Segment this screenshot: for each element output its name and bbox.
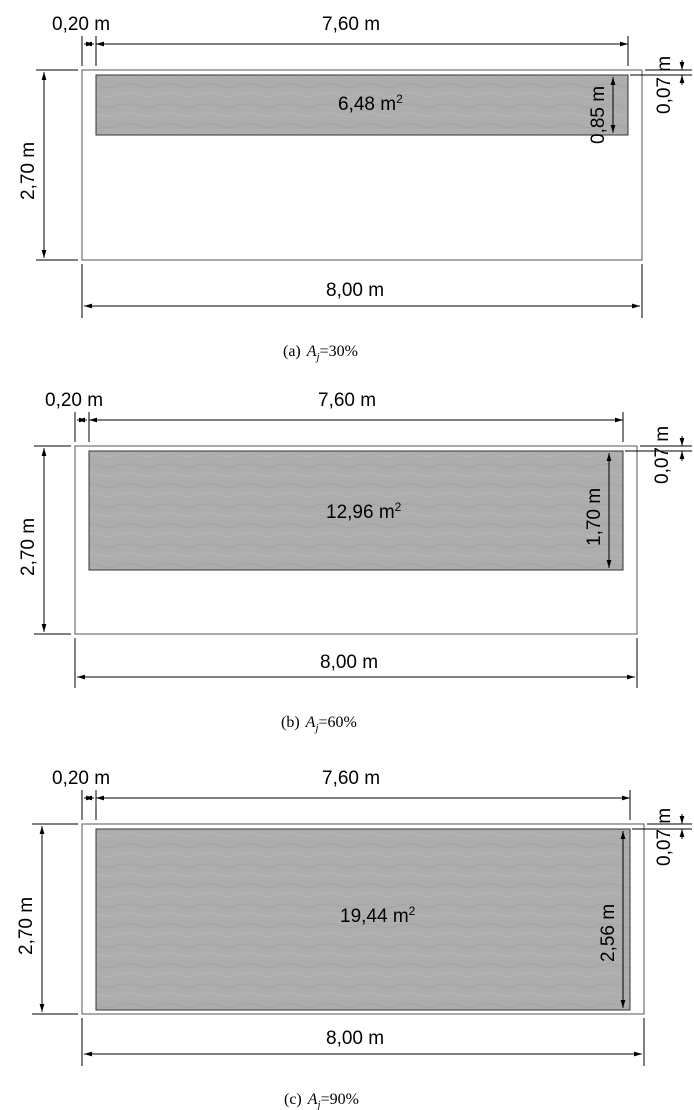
- panel-c: 0,20 m 7,60 m 0,07 m 2,56 m 19,44 m2 2,7…: [16, 768, 692, 1110]
- wall-height-label: 2,70 m: [18, 518, 39, 576]
- window-area-label: 19,44 m2: [340, 904, 416, 927]
- window-glazing: [95, 74, 629, 136]
- window-glazing: [95, 828, 631, 1011]
- top-offset-label: 0,07 m: [652, 426, 673, 484]
- caption-a: (a) Aj=30%: [283, 343, 358, 363]
- wall-height-label: 2,70 m: [18, 142, 39, 200]
- window-width-label: 7,60 m: [318, 390, 376, 411]
- window-width-label: 7,60 m: [322, 768, 380, 789]
- wall-height-label: 2,70 m: [16, 897, 37, 955]
- wall-width-label: 8,00 m: [320, 652, 378, 673]
- window-glazing: [88, 450, 624, 571]
- top-gap-label: 0,20 m: [52, 14, 110, 35]
- window-height-label: 2,56 m: [598, 904, 619, 962]
- caption-c: (c) Aj=90%: [284, 1091, 359, 1110]
- top-offset-label: 0,07 m: [654, 808, 675, 866]
- window-height-label: 0,85 m: [588, 86, 609, 144]
- panel-b: 0,20 m 7,60 m 0,07 m 1,70 m 12,96 m2 2,7…: [18, 390, 692, 734]
- window-area-label: 6,48 m2: [338, 92, 403, 115]
- top-gap-label: 0,20 m: [52, 768, 110, 789]
- wall-width-label: 8,00 m: [326, 1028, 384, 1049]
- panel-a: 0,20 m 7,60 m 0,07 m 0,85 m 6,48 m2 2,70…: [18, 14, 692, 363]
- caption-b: (b) Aj=60%: [281, 714, 357, 734]
- wall-width-label: 8,00 m: [326, 280, 384, 301]
- top-offset-label: 0,07 m: [654, 56, 675, 114]
- top-gap-label: 0,20 m: [45, 390, 103, 411]
- window-height-label: 1,70 m: [584, 488, 605, 546]
- window-area-label: 12,96 m2: [326, 500, 402, 523]
- window-width-label: 7,60 m: [322, 14, 380, 35]
